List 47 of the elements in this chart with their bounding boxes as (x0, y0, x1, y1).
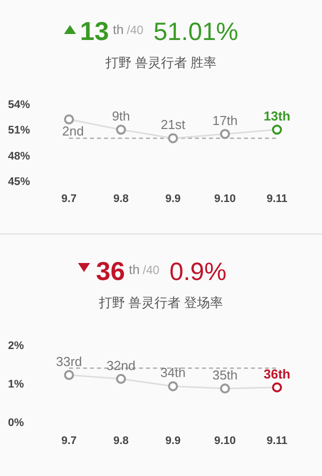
point (64, 370, 74, 380)
chart-title: 打野 兽灵行者 胜率 (104, 55, 217, 70)
text: th (128, 262, 140, 277)
point (116, 124, 126, 135)
annotation: 17th (212, 112, 238, 128)
text: 0.9% (169, 258, 226, 286)
x-tick-label: 9.7 (61, 193, 77, 205)
x-tick-label: 9.10 (214, 193, 236, 205)
y-tick-label: 48% (8, 150, 30, 162)
point (168, 381, 178, 392)
annotation: 33rd (56, 354, 82, 370)
text: 51.01% (153, 18, 238, 46)
x-tick-label: 9.9 (165, 435, 181, 447)
text: th (112, 22, 124, 37)
point (220, 128, 230, 139)
y-tick-label: 0% (8, 417, 24, 429)
text: 13 (80, 16, 109, 46)
point (116, 374, 126, 384)
annotation: 36th (264, 366, 290, 382)
chart-title: 打野 兽灵行者 登场率 (98, 295, 224, 310)
point (272, 382, 282, 392)
x-tick-label: 9.8 (113, 435, 129, 447)
text: /40 (126, 23, 144, 37)
x-tick-label: 9.10 (214, 435, 236, 447)
y-tick-label: 54% (8, 99, 30, 111)
y-tick-label: 45% (8, 176, 30, 188)
text: 36 (96, 256, 125, 286)
text: /40 (142, 263, 160, 277)
point (168, 133, 178, 144)
annotation: 13th (264, 108, 290, 124)
annotation: 34th (160, 365, 186, 380)
annotation: 9th (112, 108, 130, 124)
x-tick-label: 9.9 (165, 193, 181, 205)
y-tick-label: 2% (8, 340, 24, 352)
point (272, 124, 282, 135)
point (220, 384, 230, 394)
annotation: 35th (212, 368, 238, 383)
point (64, 114, 74, 124)
x-tick-label: 9.11 (266, 193, 288, 205)
x-tick-label: 9.11 (266, 435, 288, 447)
annotation: 21st (160, 117, 186, 132)
y-tick-label: 51% (8, 124, 30, 137)
x-tick-label: 9.8 (113, 193, 129, 205)
y-tick-label: 1% (8, 378, 24, 390)
x-tick-label: 9.7 (61, 435, 77, 447)
annotation: 2nd (62, 123, 84, 138)
annotation: 32nd (106, 358, 136, 373)
